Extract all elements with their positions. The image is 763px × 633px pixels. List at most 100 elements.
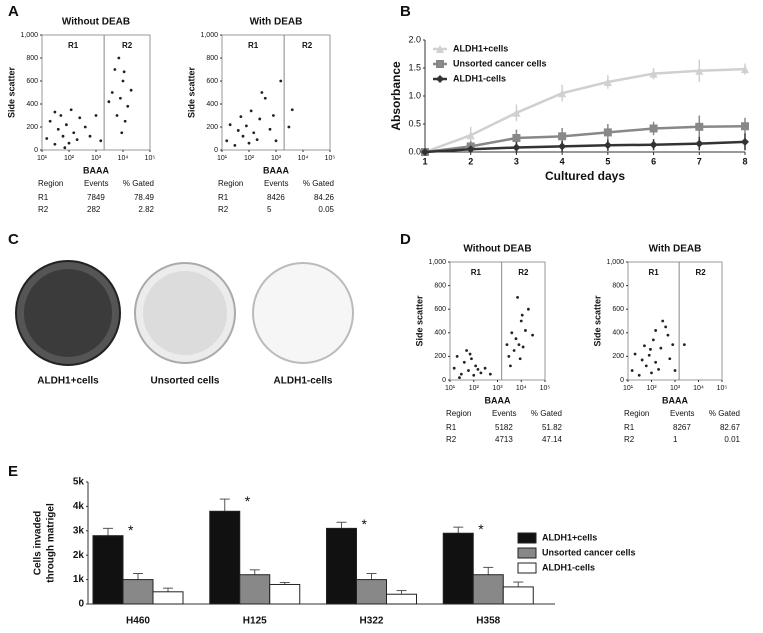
x-tick-label: H322 — [360, 616, 384, 627]
point — [122, 70, 126, 74]
y-tick-label: 400 — [26, 101, 38, 108]
chart-title: Without DEAB — [463, 244, 531, 255]
y-tick-label: 0.0 — [408, 146, 421, 156]
x-tick-label: 7 — [697, 156, 702, 166]
table-header: Region — [38, 179, 63, 188]
marker — [512, 134, 521, 142]
legend-label: Unsorted cancer cells — [453, 58, 547, 68]
x-tick-label: 2 — [468, 156, 473, 166]
table-header: % Gated — [531, 409, 562, 418]
legend-label: Unsorted cancer cells — [542, 547, 636, 557]
marker — [649, 124, 658, 133]
bar — [122, 579, 154, 605]
point — [459, 372, 463, 376]
x-axis-label: BAAA — [83, 165, 109, 175]
point — [249, 109, 253, 113]
x-tick-label: 10³ — [91, 155, 102, 162]
y-tick-label: 800 — [26, 55, 38, 62]
point — [516, 296, 519, 299]
y-tick-label: 200 — [612, 353, 624, 360]
table-cell: 8267 — [673, 423, 691, 432]
x-tick-label: 10⁴ — [693, 385, 704, 392]
x-tick-label: 10⁵ — [717, 385, 728, 392]
table-cell: 4713 — [495, 435, 513, 444]
table-cell: R1 — [38, 193, 49, 202]
point — [228, 123, 232, 127]
point — [519, 319, 523, 323]
point — [633, 352, 637, 356]
point — [110, 91, 114, 94]
point — [126, 104, 130, 108]
x-tick-label: 10¹ — [445, 385, 456, 392]
y-tick-label: 0 — [78, 599, 84, 610]
x-tick-label: 10⁵ — [325, 155, 336, 162]
legend-swatch — [517, 547, 537, 559]
series-line — [424, 124, 746, 154]
x-tick-label: 10⁴ — [516, 385, 527, 392]
table-header: Region — [218, 179, 243, 188]
point — [630, 369, 634, 372]
y-tick-label: 1,000 — [20, 32, 38, 39]
point — [654, 329, 658, 332]
table-cell: 47.14 — [542, 435, 563, 444]
point — [452, 366, 456, 370]
point — [682, 343, 686, 346]
point — [115, 114, 119, 117]
region-label: R2 — [518, 268, 529, 277]
y-tick-label: 4k — [73, 501, 85, 512]
point — [72, 131, 76, 135]
x-tick-label: H460 — [126, 616, 150, 627]
dish-caption: ALDH1-cells — [274, 376, 333, 387]
significance-mark: * — [362, 516, 368, 532]
marker — [466, 131, 475, 140]
point — [247, 141, 251, 145]
point — [53, 110, 57, 114]
x-tick-label: 10² — [244, 155, 255, 162]
bar — [152, 591, 184, 605]
table-cell: 1 — [673, 435, 678, 444]
point — [671, 343, 675, 346]
significance-mark: * — [128, 522, 134, 538]
region-label: R1 — [648, 268, 659, 277]
table-cell: R2 — [218, 205, 229, 214]
dish-images — [15, 260, 354, 366]
point — [120, 131, 124, 135]
point — [644, 364, 648, 368]
y-tick-label: 400 — [206, 101, 218, 108]
y-tick-label: 0 — [214, 147, 218, 154]
x-tick-label: 10¹ — [217, 155, 228, 162]
x-tick-label: 10⁴ — [118, 155, 129, 162]
marker — [421, 148, 429, 156]
x-tick-label: 10¹ — [623, 385, 634, 392]
point — [467, 369, 470, 372]
y-tick-label: 800 — [612, 282, 624, 289]
marker — [603, 128, 612, 137]
y-tick-label: 1.0 — [408, 90, 421, 100]
table-header: % Gated — [709, 409, 740, 418]
y-axis-label: Absorbance — [389, 61, 403, 131]
marker — [695, 139, 704, 148]
point — [673, 369, 677, 372]
bar — [502, 586, 534, 605]
chart-title: With DEAB — [250, 17, 303, 28]
table-header: Region — [446, 409, 471, 418]
marker — [466, 145, 475, 154]
y-axis-label: Side scatter — [186, 66, 196, 118]
marker — [603, 141, 612, 150]
point — [129, 88, 133, 92]
point — [274, 139, 278, 143]
y-tick-label: 800 — [206, 55, 218, 62]
y-tick-label: 1,000 — [200, 32, 218, 39]
dish-caption: Unsorted cells — [151, 376, 220, 387]
marker — [649, 140, 658, 149]
point — [118, 96, 122, 100]
point — [88, 134, 92, 138]
x-tick-label: 10³ — [670, 385, 681, 392]
table-cell: 8426 — [267, 193, 285, 202]
marker — [512, 108, 521, 117]
point — [649, 347, 652, 351]
x-tick-label: 10⁵ — [540, 385, 551, 392]
table-cell: R2 — [446, 435, 457, 444]
x-tick-label: 10³ — [271, 155, 282, 162]
x-tick-label: 10⁵ — [145, 155, 156, 162]
